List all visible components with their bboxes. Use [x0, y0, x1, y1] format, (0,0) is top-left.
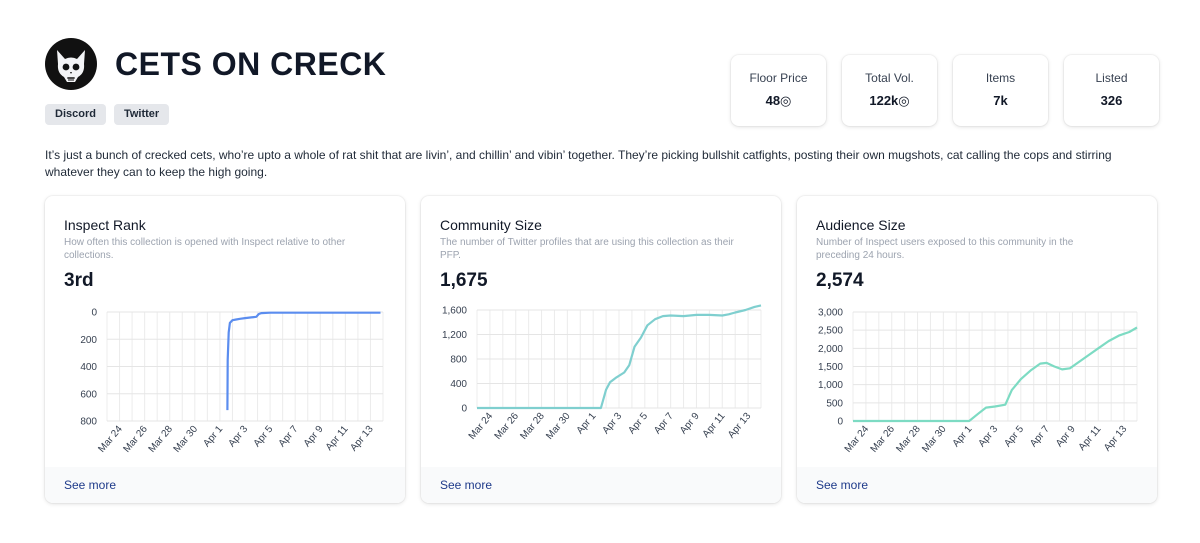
x-tick-label: Apr 5 [1002, 424, 1026, 450]
x-tick-label: Apr 7 [652, 411, 676, 437]
card-value: 3rd [64, 270, 94, 291]
y-tick-label: 500 [826, 398, 843, 409]
stat-value: 48◎ [765, 93, 792, 108]
stat-floor-price: Floor Price 48◎ [731, 55, 826, 126]
x-tick-label: Mar 28 [894, 424, 923, 455]
twitter-link[interactable]: Twitter [113, 104, 170, 125]
x-tick-label: Apr 13 [726, 411, 754, 441]
series-line [226, 311, 381, 411]
see-more-link[interactable]: See more [421, 467, 781, 503]
cat-skull-logo-icon [45, 38, 97, 90]
x-tick-label: Mar 24 [467, 411, 496, 442]
y-tick-label: 0 [91, 308, 97, 319]
card-title: Community Size [440, 217, 542, 233]
x-tick-label: Apr 3 [601, 411, 625, 437]
x-tick-label: Mar 26 [122, 424, 151, 455]
card-title: Audience Size [816, 217, 906, 233]
card-value: 2,574 [816, 270, 864, 291]
card-subtitle: Number of Inspect users exposed to this … [816, 237, 1074, 261]
x-tick-label: Apr 11 [324, 424, 351, 453]
y-tick-label: 2,500 [818, 326, 843, 337]
y-tick-label: 600 [80, 389, 97, 400]
x-tick-label: Mar 24 [843, 424, 872, 455]
community-size-card: Community Size The number of Twitter pro… [421, 196, 781, 503]
x-tick-label: Apr 7 [277, 424, 301, 450]
stats-row: Floor Price 48◎ Total Vol. 122k◎ Items 7… [731, 55, 1159, 126]
card-value: 1,675 [440, 270, 488, 291]
collection-description: It’s just a bunch of crecked cets, who’r… [45, 148, 1112, 179]
audience-size-card: Audience Size Number of Inspect users ex… [797, 196, 1157, 503]
y-tick-label: 3,000 [818, 308, 843, 319]
stat-label: Total Vol. [865, 71, 914, 85]
x-tick-label: Mar 30 [920, 424, 949, 455]
x-tick-label: Apr 9 [1054, 424, 1078, 450]
x-tick-label: Mar 30 [172, 424, 201, 455]
inspect-rank-card: Inspect Rank How often this collection i… [45, 196, 405, 503]
stat-value: 122k◎ [869, 93, 910, 108]
x-tick-label: Apr 3 [977, 424, 1001, 450]
x-tick-label: Mar 26 [869, 424, 898, 455]
x-tick-label: Apr 9 [678, 411, 702, 437]
collection-title: CETS ON CRECK [115, 45, 387, 82]
see-more-link[interactable]: See more [45, 467, 405, 503]
x-tick-label: Apr 9 [302, 424, 326, 450]
stat-total-volume: Total Vol. 122k◎ [842, 55, 937, 126]
x-tick-label: Apr 13 [348, 424, 376, 454]
social-links: Discord Twitter [45, 104, 170, 125]
series-line [477, 304, 762, 410]
collection-header: CETS ON CRECK [45, 38, 386, 90]
x-tick-label: Apr 3 [227, 424, 251, 450]
y-tick-label: 0 [461, 404, 467, 415]
y-tick-label: 0 [837, 417, 843, 428]
y-tick-label: 1,600 [442, 306, 467, 317]
stat-items: Items 7k [953, 55, 1048, 126]
y-tick-label: 800 [80, 417, 97, 428]
x-tick-label: Apr 1 [201, 424, 225, 450]
card-subtitle: The number of Twitter profiles that are … [440, 237, 734, 261]
stat-label: Listed [1095, 71, 1128, 85]
metric-cards: Inspect Rank How often this collection i… [45, 196, 1157, 503]
y-tick-label: 200 [80, 335, 97, 346]
x-tick-label: Apr 13 [1102, 424, 1130, 454]
x-tick-label: Apr 5 [252, 424, 276, 450]
x-tick-label: Mar 28 [147, 424, 176, 455]
x-tick-label: Apr 1 [575, 411, 599, 437]
card-title: Inspect Rank [64, 217, 146, 233]
x-tick-label: Apr 1 [951, 424, 975, 450]
x-tick-label: Mar 24 [96, 424, 125, 455]
x-tick-label: Apr 11 [701, 411, 728, 440]
stat-label: Items [985, 71, 1016, 85]
card-subtitle: How often this collection is opened with… [64, 237, 346, 261]
series-line [853, 326, 1138, 423]
x-tick-label: Mar 28 [518, 411, 547, 442]
y-tick-label: 400 [80, 362, 97, 373]
x-tick-label: Apr 5 [626, 411, 650, 437]
y-tick-label: 1,000 [818, 380, 843, 391]
y-tick-label: 400 [450, 379, 467, 390]
stat-value: 326 [1100, 93, 1123, 108]
discord-link[interactable]: Discord [45, 104, 106, 125]
x-tick-label: Mar 30 [544, 411, 573, 442]
y-tick-label: 1,200 [442, 330, 467, 341]
see-more-link[interactable]: See more [797, 467, 1157, 503]
y-tick-label: 1,500 [818, 362, 843, 373]
y-tick-label: 800 [450, 355, 467, 366]
stat-label: Floor Price [749, 71, 808, 85]
x-tick-label: Mar 26 [493, 411, 522, 442]
y-tick-label: 2,000 [818, 344, 843, 355]
x-tick-label: Apr 11 [1077, 424, 1104, 453]
x-tick-label: Apr 7 [1028, 424, 1052, 450]
stat-value: 7k [993, 93, 1008, 108]
stat-listed: Listed 326 [1064, 55, 1159, 126]
